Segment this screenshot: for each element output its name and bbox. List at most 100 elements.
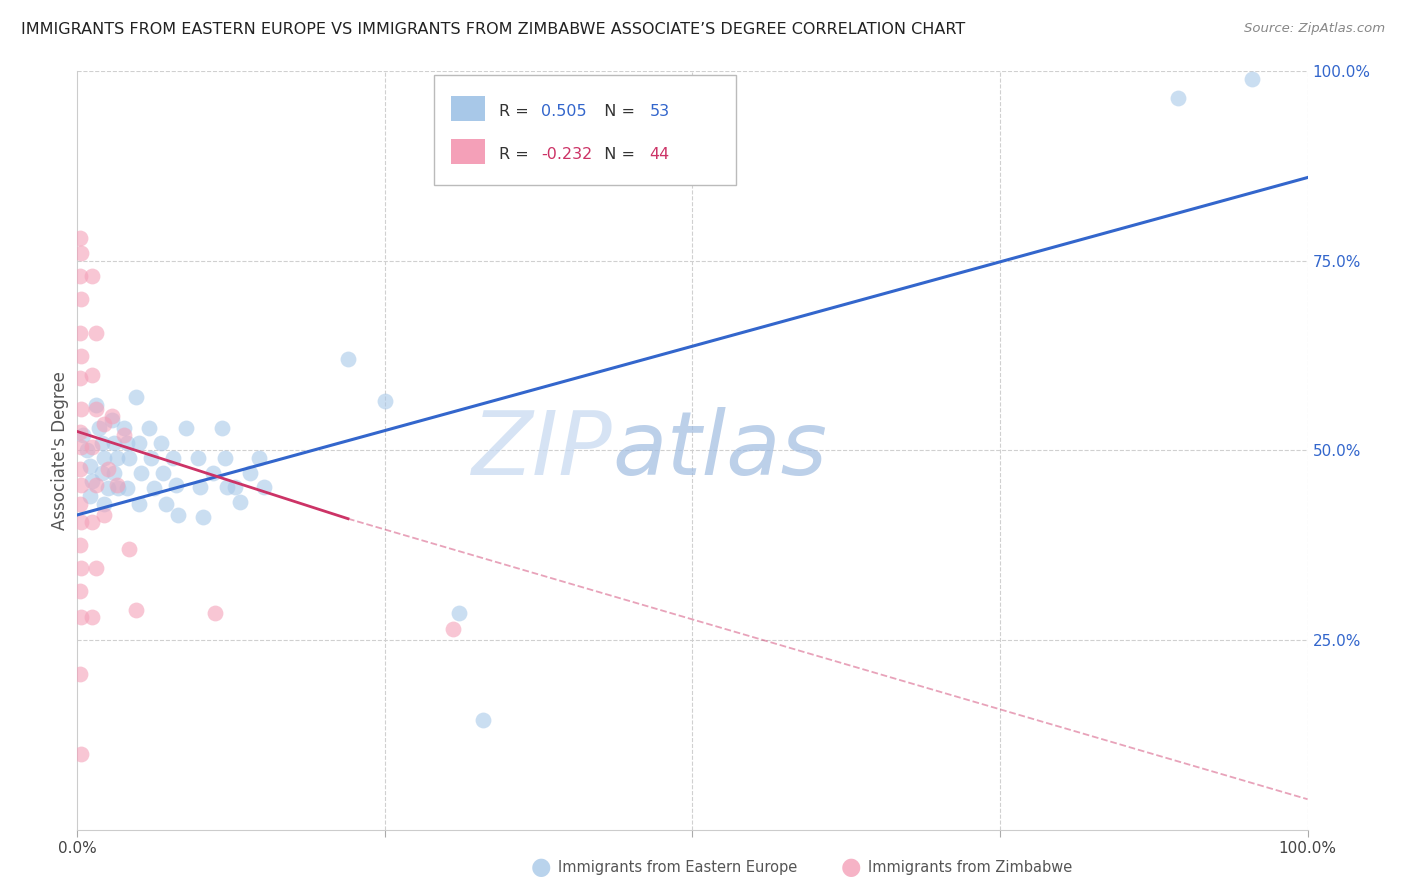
Point — [204, 607, 226, 621]
Point — [337, 352, 360, 367]
Point — [155, 496, 177, 510]
Point — [138, 421, 160, 435]
Point — [217, 480, 239, 494]
Text: N =: N = — [595, 147, 640, 162]
Point — [82, 516, 104, 530]
Point — [82, 610, 104, 624]
Point — [70, 401, 93, 416]
Point — [1167, 91, 1189, 105]
Text: ●: ● — [531, 855, 551, 879]
Point — [82, 474, 104, 488]
Text: Source: ZipAtlas.com: Source: ZipAtlas.com — [1244, 22, 1385, 36]
Point — [103, 436, 125, 450]
Point — [201, 467, 224, 481]
Point — [72, 428, 94, 442]
Point — [112, 428, 135, 442]
Point — [90, 467, 114, 481]
Point — [97, 482, 120, 496]
Point — [69, 667, 91, 681]
Point — [150, 436, 173, 450]
Text: -0.232: -0.232 — [541, 147, 592, 162]
Point — [84, 398, 107, 412]
Point — [188, 480, 212, 494]
Point — [93, 451, 115, 466]
Point — [84, 561, 107, 575]
Point — [69, 538, 91, 552]
Point — [112, 421, 135, 435]
FancyBboxPatch shape — [434, 75, 735, 186]
Text: ●: ● — [841, 855, 860, 879]
Point — [118, 451, 141, 466]
Point — [101, 409, 124, 424]
Point — [105, 477, 128, 491]
Point — [174, 421, 197, 435]
Point — [105, 451, 128, 466]
Point — [152, 467, 174, 481]
Point — [125, 391, 148, 405]
Point — [70, 516, 93, 530]
Point — [441, 622, 464, 636]
Point — [82, 440, 104, 454]
Text: ZIP: ZIP — [472, 408, 613, 493]
Point — [70, 440, 93, 454]
Text: atlas: atlas — [613, 408, 827, 493]
Point — [69, 326, 91, 340]
Point — [89, 421, 111, 435]
Point — [214, 451, 236, 466]
Point — [128, 496, 150, 510]
Point — [90, 436, 114, 450]
Point — [228, 495, 252, 509]
Point — [69, 269, 91, 284]
Point — [211, 421, 233, 435]
Point — [84, 326, 107, 340]
Point — [103, 467, 125, 481]
Text: R =: R = — [499, 104, 534, 120]
Point — [70, 747, 93, 761]
Text: 44: 44 — [650, 147, 669, 162]
Point — [115, 482, 138, 496]
Point — [69, 425, 91, 439]
Point — [107, 482, 129, 496]
Point — [70, 610, 93, 624]
Text: R =: R = — [499, 147, 534, 162]
Text: Immigrants from Eastern Europe: Immigrants from Eastern Europe — [558, 860, 797, 874]
Point — [165, 477, 187, 491]
Point — [115, 436, 138, 450]
Text: 53: 53 — [650, 104, 669, 120]
Point — [187, 451, 209, 466]
Point — [472, 713, 495, 727]
Point — [447, 607, 470, 621]
Point — [69, 496, 91, 510]
Y-axis label: Associate's Degree: Associate's Degree — [51, 371, 69, 530]
Text: N =: N = — [595, 104, 640, 120]
Text: Immigrants from Zimbabwe: Immigrants from Zimbabwe — [868, 860, 1071, 874]
Point — [141, 451, 163, 466]
Point — [142, 482, 165, 496]
Point — [70, 477, 93, 491]
Point — [76, 443, 98, 458]
FancyBboxPatch shape — [451, 139, 485, 163]
Point — [118, 542, 141, 557]
Text: 0.505: 0.505 — [541, 104, 586, 120]
Point — [70, 246, 93, 260]
Text: IMMIGRANTS FROM EASTERN EUROPE VS IMMIGRANTS FROM ZIMBABWE ASSOCIATE’S DEGREE CO: IMMIGRANTS FROM EASTERN EUROPE VS IMMIGR… — [21, 22, 966, 37]
Point — [82, 269, 104, 284]
Point — [97, 462, 120, 476]
Point — [79, 458, 101, 473]
FancyBboxPatch shape — [451, 96, 485, 120]
Point — [69, 371, 91, 385]
Point — [101, 413, 124, 427]
Point — [84, 401, 107, 416]
Point — [69, 231, 91, 245]
Point — [93, 496, 115, 510]
Point — [84, 477, 107, 491]
Point — [93, 417, 115, 431]
Point — [129, 467, 153, 481]
Point — [374, 394, 396, 409]
Point — [191, 510, 214, 524]
Point — [93, 508, 115, 522]
Point — [224, 480, 246, 494]
Point — [125, 603, 148, 617]
Point — [128, 436, 150, 450]
Point — [70, 349, 93, 363]
